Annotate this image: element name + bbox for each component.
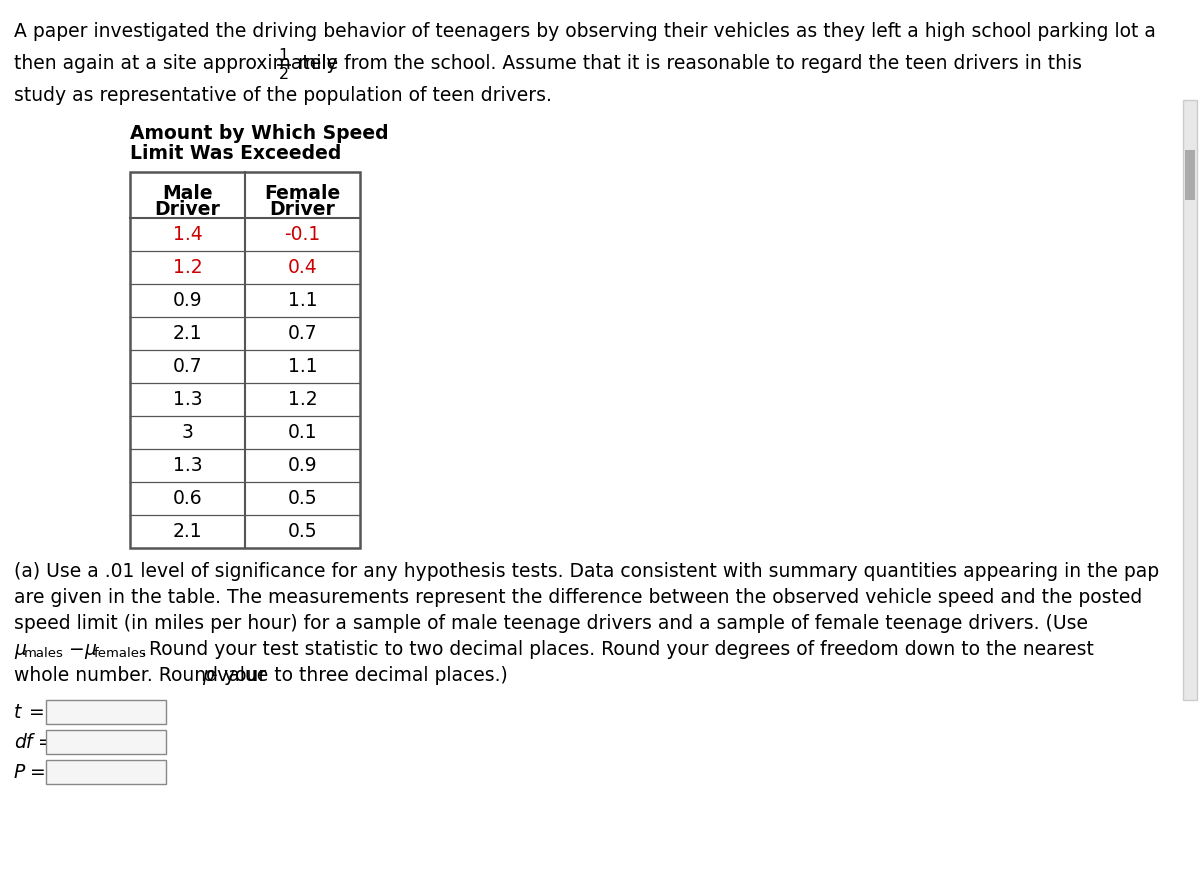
Text: Female: Female xyxy=(264,184,341,203)
Text: females: females xyxy=(94,647,146,660)
Text: then again at a site approximately: then again at a site approximately xyxy=(14,54,337,73)
Text: Amount by Which Speed: Amount by Which Speed xyxy=(130,124,389,143)
Text: 0.7: 0.7 xyxy=(288,324,317,343)
Text: 1.4: 1.4 xyxy=(173,225,203,244)
Text: 1.3: 1.3 xyxy=(173,390,203,409)
Text: μ: μ xyxy=(84,640,96,659)
Text: 1.3: 1.3 xyxy=(173,456,203,475)
Text: μ: μ xyxy=(14,640,26,659)
Text: 2.1: 2.1 xyxy=(173,522,203,541)
Text: are given in the table. The measurements represent the difference between the ob: are given in the table. The measurements… xyxy=(14,588,1142,607)
Text: Round your test statistic to two decimal places. Round your degrees of freedom d: Round your test statistic to two decimal… xyxy=(149,640,1094,659)
Text: 1.2: 1.2 xyxy=(173,258,203,277)
Text: speed limit (in miles per hour) for a sample of male teenage drivers and a sampl: speed limit (in miles per hour) for a sa… xyxy=(14,614,1088,633)
Text: whole number. Round your: whole number. Round your xyxy=(14,666,266,685)
Text: 0.9: 0.9 xyxy=(288,456,317,475)
Text: 2: 2 xyxy=(278,67,288,82)
Text: −: − xyxy=(70,640,85,659)
Text: males: males xyxy=(24,647,64,660)
Bar xyxy=(1186,150,1195,200)
Text: 3: 3 xyxy=(181,423,193,442)
Text: Driver: Driver xyxy=(155,200,221,219)
Text: 0.7: 0.7 xyxy=(173,357,203,376)
Text: Driver: Driver xyxy=(270,200,336,219)
Text: 0.5: 0.5 xyxy=(288,489,317,508)
Bar xyxy=(1183,100,1198,700)
Text: mile from the school. Assume that it is reasonable to regard the teen drivers in: mile from the school. Assume that it is … xyxy=(298,54,1081,73)
Text: (a) Use a .01 level of significance for any hypothesis tests. Data consistent wi: (a) Use a .01 level of significance for … xyxy=(14,562,1159,581)
Text: A paper investigated the driving behavior of teenagers by observing their vehicl: A paper investigated the driving behavio… xyxy=(14,22,1156,41)
Text: -value to three decimal places.): -value to three decimal places.) xyxy=(211,666,508,685)
Text: p: p xyxy=(202,666,214,685)
Text: 0.9: 0.9 xyxy=(173,291,203,310)
Bar xyxy=(46,730,166,754)
Bar xyxy=(46,760,166,784)
Text: =: = xyxy=(24,762,46,781)
Text: Limit Was Exceeded: Limit Was Exceeded xyxy=(130,144,341,163)
Text: =: = xyxy=(23,702,44,721)
Text: df: df xyxy=(14,733,32,752)
Text: 0.4: 0.4 xyxy=(288,258,317,277)
Text: t: t xyxy=(14,702,22,721)
Text: Male: Male xyxy=(162,184,212,203)
Text: 0.1: 0.1 xyxy=(288,423,317,442)
Text: 1.1: 1.1 xyxy=(288,357,317,376)
Bar xyxy=(46,700,166,724)
Text: 0.6: 0.6 xyxy=(173,489,203,508)
Text: study as representative of the population of teen drivers.: study as representative of the populatio… xyxy=(14,86,552,105)
Text: 2.1: 2.1 xyxy=(173,324,203,343)
Text: P: P xyxy=(14,762,25,781)
Text: =: = xyxy=(32,733,54,752)
Text: 0.5: 0.5 xyxy=(288,522,317,541)
Text: -0.1: -0.1 xyxy=(284,225,320,244)
Text: 1: 1 xyxy=(278,48,289,63)
Text: 1.2: 1.2 xyxy=(288,390,317,409)
Bar xyxy=(130,172,360,548)
Text: 1.1: 1.1 xyxy=(288,291,317,310)
Text: .: . xyxy=(142,640,146,659)
